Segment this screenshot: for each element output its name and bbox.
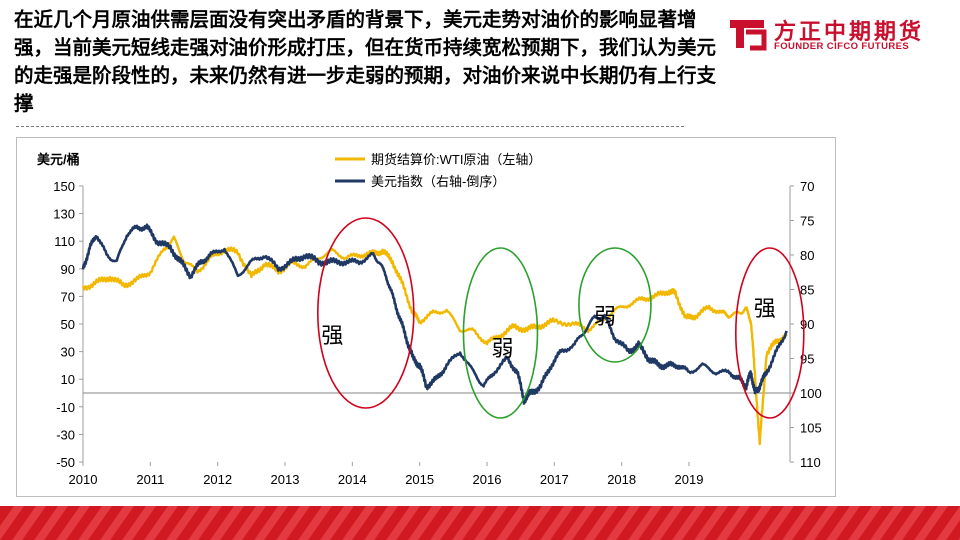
x-tick-label: 2017 (540, 472, 569, 487)
y-right-tick-label: 90 (800, 317, 814, 332)
x-tick-label: 2016 (473, 472, 502, 487)
series-line-dxy (81, 223, 788, 405)
y-left-tick-label: 90 (61, 262, 75, 277)
y-left-tick-label: 10 (61, 372, 75, 387)
annotation-label: 弱 (594, 304, 616, 329)
chart-frame: 美元/桶 期货结算价:WTI原油（左轴） 美元指数（右轴-倒序） 150 130 1… (16, 137, 836, 497)
y-left-tick-label: 150 (53, 179, 75, 194)
y-right-tick-label: 70 (800, 179, 814, 194)
y-left-tick-label: 70 (61, 289, 75, 304)
series-line-wti (81, 235, 788, 446)
legend-label-dxy: 美元指数（右轴-倒序） (371, 174, 505, 189)
annotation-label: 强 (321, 323, 343, 348)
annotation-ellipse (734, 247, 805, 419)
y-right-tick-label: 95 (800, 352, 814, 367)
y-left-tick-label: 30 (61, 345, 75, 360)
y-right-tick-label: 75 (800, 214, 814, 229)
y-axis-left-label: 美元/桶 (37, 152, 80, 167)
annotation-ellipse (316, 217, 415, 409)
logo-name: 方正中期期货 (774, 20, 925, 45)
x-tick-label: 2019 (675, 472, 704, 487)
x-tick-label: 2013 (271, 472, 300, 487)
company-logo: 方正中期期货 FOUNDER CIFCO FUTURES (724, 10, 954, 62)
wti-vs-dxy-chart: 美元/桶 期货结算价:WTI原油（左轴） 美元指数（右轴-倒序） 1501301… (37, 152, 822, 487)
y-left-tick-label: 110 (54, 234, 75, 249)
y-left-tick-label: -30 (56, 427, 75, 442)
annotation-label: 弱 (491, 336, 513, 361)
y-right-tick-label: 80 (800, 248, 814, 263)
y-left-tick-label: -10 (56, 400, 75, 415)
x-tick-label: 2018 (607, 472, 636, 487)
x-tick-label: 2014 (338, 472, 367, 487)
y-right-tick-label: 110 (800, 455, 821, 470)
chart-legend: 期货结算价:WTI原油（左轴） 美元指数（右轴-倒序） (335, 152, 541, 189)
logo-mark-icon (730, 20, 767, 51)
annotation-label: 强 (754, 296, 776, 321)
slide-headline: 在近几个月原油供需层面没有突出矛盾的背景下，美元走势对油价的影响显著增强，当前美… (14, 8, 717, 115)
y-right-tick-label: 85 (800, 283, 814, 298)
y-right-tick-label: 105 (800, 421, 822, 436)
x-tick-label: 2011 (136, 472, 164, 487)
footer-band (0, 506, 960, 540)
legend-label-wti: 期货结算价:WTI原油（左轴） (371, 152, 541, 167)
series-lines (81, 223, 788, 446)
y-right-tick-label: 100 (800, 386, 822, 401)
x-tick-label: 2010 (69, 472, 98, 487)
annotation-ellipse (578, 247, 652, 363)
y-left-tick-label: -50 (56, 455, 75, 470)
x-tick-label: 2012 (203, 472, 232, 487)
logo-subtitle: FOUNDER CIFCO FUTURES (774, 41, 910, 52)
title-divider (16, 126, 684, 127)
annotations: 强弱弱强 (316, 217, 805, 419)
axes: 150 130 110 90 70 50 30 10 -10 -30 -50 70 75 80 85 90 95… (53, 179, 821, 487)
y-left-tick-label: 130 (53, 207, 75, 222)
annotation-ellipse (462, 247, 539, 419)
y-left-tick-label: 50 (61, 317, 75, 332)
x-tick-label: 2015 (405, 472, 434, 487)
